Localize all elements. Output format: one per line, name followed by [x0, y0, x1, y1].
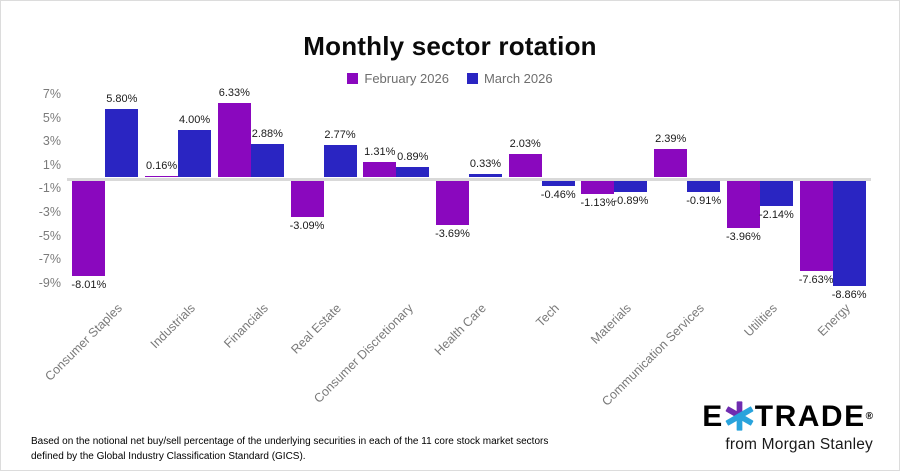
x-axis-category-label: Health Care — [431, 301, 489, 359]
x-axis-category-label: Real Estate — [287, 301, 344, 357]
y-axis-tick-label: -7% — [38, 252, 61, 267]
etrade-asterisk-icon — [725, 401, 754, 431]
bar-value-label: 5.80% — [106, 93, 138, 106]
bar-value-label: -3.69% — [435, 227, 470, 240]
bar-march-financials — [250, 143, 284, 178]
bar-value-label: -0.91% — [686, 194, 722, 207]
bar-value-label: 2.39% — [655, 133, 687, 146]
bar-march-tech — [541, 181, 575, 187]
y-axis-tick-label: 3% — [42, 134, 61, 149]
bar-february-materials — [581, 181, 615, 195]
y-axis-tick-label: 1% — [42, 157, 61, 172]
y-axis-tick-label: -3% — [38, 204, 61, 219]
bar-value-label: -0.89% — [613, 194, 649, 207]
bar-value-label: 1.31% — [364, 146, 396, 159]
x-axis-category-label: Utilities — [741, 301, 780, 340]
legend-item-february: February 2026 — [347, 71, 449, 86]
x-axis-category-label: Energy — [814, 301, 853, 339]
bar-february-health-care — [436, 181, 469, 225]
bar-value-label: -3.09% — [289, 220, 325, 233]
y-axis-tick-label: -5% — [38, 228, 61, 243]
bar-march-communication-services — [687, 181, 721, 192]
bar-value-label: -2.14% — [758, 209, 794, 222]
x-axis-category-label: Tech — [533, 301, 562, 330]
y-axis-tick-label: -1% — [38, 181, 61, 196]
x-axis-category-label: Materials — [588, 301, 635, 347]
bar-february-communication-services — [654, 149, 688, 178]
morgan-stanley-tagline: from Morgan Stanley — [725, 436, 873, 453]
february-color-swatch-icon — [347, 73, 359, 84]
legend-item-march: March 2026 — [466, 71, 553, 86]
bar-march-materials — [614, 181, 648, 192]
bar-value-label: -3.96% — [725, 230, 761, 243]
footnote: Based on the notional net buy/sell perce… — [31, 436, 549, 462]
bar-value-label: -7.63% — [798, 274, 834, 287]
bar-march-utilities — [759, 181, 793, 207]
etrade-logo: E TRADE ® from Morgan Stanley — [702, 399, 873, 454]
bar-value-label: 6.33% — [218, 86, 250, 99]
march-color-swatch-icon — [466, 73, 478, 84]
bar-february-real-estate — [290, 181, 324, 218]
bar-march-energy — [832, 181, 866, 286]
y-axis-tick-label: 7% — [42, 86, 61, 101]
etrade-wordmark-trade: TRADE — [754, 400, 866, 433]
bar-value-label: 2.88% — [251, 127, 283, 140]
bar-value-label: 0.16% — [145, 159, 178, 172]
bar-march-consumer-discretionary — [396, 166, 430, 178]
bar-value-label: -8.01% — [71, 278, 107, 291]
bar-february-financials — [217, 102, 251, 178]
bar-february-consumer-discretionary — [363, 162, 397, 178]
bar-value-label: -8.86% — [831, 288, 867, 301]
bar-value-label: 2.77% — [324, 128, 356, 141]
etrade-wordmark-e: E — [702, 400, 724, 433]
bar-value-label: 0.89% — [397, 150, 429, 163]
bar-value-label: -1.13% — [580, 197, 616, 210]
registered-trademark-symbol: ® — [865, 411, 873, 422]
etrade-wordmark: E TRADE ® — [702, 399, 873, 435]
bar-february-utilities — [726, 181, 760, 228]
bar-february-tech — [508, 153, 542, 178]
legend-label-march: March 2026 — [483, 71, 553, 86]
bar-february-industrials — [145, 175, 179, 178]
legend: February 2026 March 2026 — [1, 71, 899, 86]
bar-february-consumer-staples — [72, 181, 106, 276]
chart-title: Monthly sector rotation — [303, 31, 597, 61]
zero-axis-line — [67, 177, 871, 181]
bar-value-label: 0.33% — [469, 157, 502, 170]
x-axis-category-label: Industrials — [147, 301, 198, 352]
y-axis-tick-label: 5% — [42, 110, 61, 125]
bar-march-real-estate — [323, 144, 357, 178]
bar-value-label: -0.46% — [540, 189, 576, 202]
bar-march-consumer-staples — [105, 109, 139, 178]
y-axis-tick-label: -9% — [38, 275, 61, 290]
legend-label-february: February 2026 — [364, 71, 449, 86]
x-axis-category-label: Consumer Staples — [42, 301, 126, 384]
bar-value-label: 4.00% — [178, 114, 211, 127]
bar-value-label: 2.03% — [509, 137, 541, 150]
bar-february-energy — [799, 181, 833, 272]
bar-march-industrials — [178, 130, 212, 178]
bar-march-health-care — [469, 173, 502, 178]
x-axis-category-label: Financials — [221, 301, 271, 351]
